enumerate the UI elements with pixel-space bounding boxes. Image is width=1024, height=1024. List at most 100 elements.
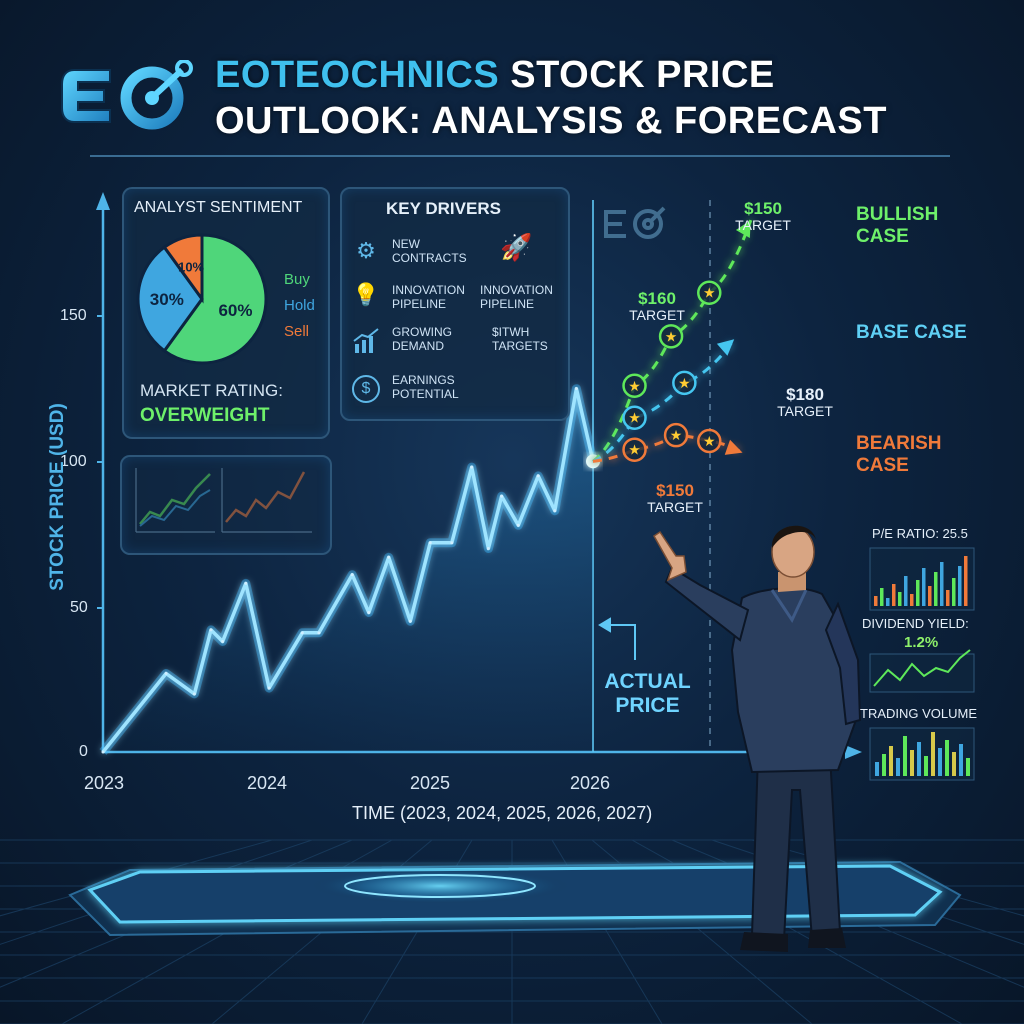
bearish-milestone-marker-2: [663, 422, 689, 448]
actual-price-point-16: [486, 547, 490, 551]
y-tick-50: 50: [70, 599, 88, 616]
bearish-target-label: $150 TARGET: [640, 482, 710, 516]
bullish-milestone-marker-1: [622, 373, 647, 399]
bearish-target-caption: TARGET: [647, 499, 703, 515]
actual-price-point-5: [244, 581, 248, 585]
base-milestone-marker-2: [672, 370, 697, 396]
bullish-target-1-caption: TARGET: [629, 307, 685, 323]
bullish-case-arrowhead: [735, 220, 751, 238]
dividend-yield-label: DIVIDEND YIELD:: [862, 616, 969, 631]
page-title-line-1: EOTEOCHNICS STOCK PRICE: [215, 54, 775, 97]
actual-price-point-3: [209, 628, 213, 632]
driver-label-5: $ITWH TARGETS: [492, 325, 548, 353]
brand-logo: [58, 59, 208, 132]
volume-bar-12: [959, 744, 963, 776]
volume-bar-2: [889, 746, 893, 776]
actual-price-point-17: [500, 494, 504, 498]
actual-price-point-18: [516, 523, 520, 527]
bullish-target-2-label: $150 TARGET: [728, 200, 798, 234]
title-rest: STOCK PRICE: [499, 54, 775, 96]
driver-label-0: NEW CONTRACTS: [392, 237, 467, 265]
actual-price-point-1: [164, 672, 168, 676]
drivers-title: KEY DRIVERS: [386, 199, 501, 218]
x-tick-2026: 2026: [570, 773, 611, 793]
actual-price-point-11: [387, 555, 391, 559]
actual-price-point-14: [450, 541, 454, 545]
hologram-platform: [68, 860, 962, 937]
bullish-milestone-marker-2: [658, 324, 684, 349]
bullish-target-1-price: $160: [638, 289, 676, 308]
driver-label-2: INNOVATION PIPELINE: [392, 283, 465, 311]
page-title-line-2: OUTLOOK: ANALYSIS & FORECAST: [215, 100, 887, 142]
pe-bar-12: [946, 590, 950, 606]
actual-price-area: [103, 388, 593, 752]
dividend-mini-chart: [869, 649, 975, 693]
bearish-milestone-marker-1: [622, 437, 647, 462]
x-tick-2023: 2023: [84, 773, 125, 793]
star-icon: ★: [678, 376, 691, 392]
actual-price-point-0: [101, 750, 105, 754]
bullish-target-2-caption: TARGET: [735, 217, 791, 233]
actual-price-point-12: [408, 619, 412, 623]
analyst-sentiment-panel: ANALYST SENTIMENT 60% 30% 10% Buy Hold Sel…: [122, 187, 330, 439]
pe-bar-0: [874, 596, 878, 606]
volume-bar-5: [910, 750, 914, 776]
volume-bar-11: [952, 752, 956, 776]
y-tick-100: 100: [60, 453, 87, 470]
legend-hold: Hold: [284, 297, 315, 314]
y-tick-150: 150: [60, 307, 87, 324]
driver-label-3: INNOVATION PIPELINE: [480, 283, 553, 311]
actual-price-point-13: [428, 541, 432, 545]
pe-bar-14: [958, 566, 962, 606]
base-target-label: $180 TARGET: [770, 386, 840, 420]
driver-item-6: EARNINGS POTENTIAL: [392, 373, 459, 401]
pe-bar-4: [898, 592, 902, 606]
pe-bar-1: [880, 588, 884, 606]
x-tick-2025: 2025: [410, 773, 451, 793]
businessman-figure: [653, 525, 862, 952]
pe-bar-2: [886, 598, 890, 606]
legend-buy: Buy: [284, 271, 310, 288]
trading-volume-label: TRADING VOLUME: [860, 706, 978, 721]
driver-item-4: GROWING DEMAND: [392, 325, 452, 353]
volume-bar-4: [903, 736, 907, 776]
pe-bar-5: [904, 576, 908, 606]
base-target-price: $180: [786, 385, 824, 404]
x-axis-label: TIME (2023, 2024, 2025, 2026, 2027): [352, 803, 653, 823]
pe-bar-3: [892, 584, 896, 606]
volume-bar-9: [938, 748, 942, 776]
volume-bar-8: [931, 732, 935, 776]
pe-bar-7: [916, 580, 920, 606]
actual-price-point-19: [536, 474, 540, 478]
pe-bar-9: [928, 586, 932, 606]
market-rating-label: MARKET RATING:: [140, 381, 283, 400]
bullish-milestone-marker-3: [697, 280, 722, 305]
pe-bar-6: [910, 594, 914, 606]
actual-price-point-6: [267, 686, 271, 690]
pe-bar-15: [964, 556, 968, 606]
volume-bar-6: [917, 742, 921, 776]
pe-ratio-text: P/E RATIO: 25.5: [872, 526, 968, 541]
bearish-milestone-marker-3: [697, 428, 722, 454]
pie-label-buy: 60%: [218, 301, 252, 320]
pe-ratio-mini-chart: [869, 547, 975, 611]
pie-label-hold: 30%: [150, 290, 184, 309]
dollar-coin-icon: $: [352, 375, 380, 403]
actual-price-arrow: [598, 617, 636, 660]
y-tick-marks: [97, 315, 103, 609]
star-icon: ★: [703, 286, 716, 302]
dividend-yield-value: 1.2%: [904, 634, 939, 651]
market-rating-value: OVERWEIGHT: [140, 405, 270, 426]
bullish-case-label: BULLISH CASE: [856, 204, 939, 247]
star-icon: ★: [628, 379, 641, 395]
driver-label-4: GROWING DEMAND: [392, 325, 452, 353]
bullish-target-1-label: $160 TARGET: [622, 290, 692, 324]
pie-label-sell: 10%: [178, 260, 204, 275]
y-tick-0: 0: [79, 743, 88, 760]
base-case-label: BASE CASE: [856, 322, 967, 343]
x-tick-2024: 2024: [247, 773, 288, 793]
pie-slice-buy: [162, 233, 268, 365]
bar-growth-icon: [352, 327, 380, 355]
actual-price-point-4: [221, 640, 225, 644]
